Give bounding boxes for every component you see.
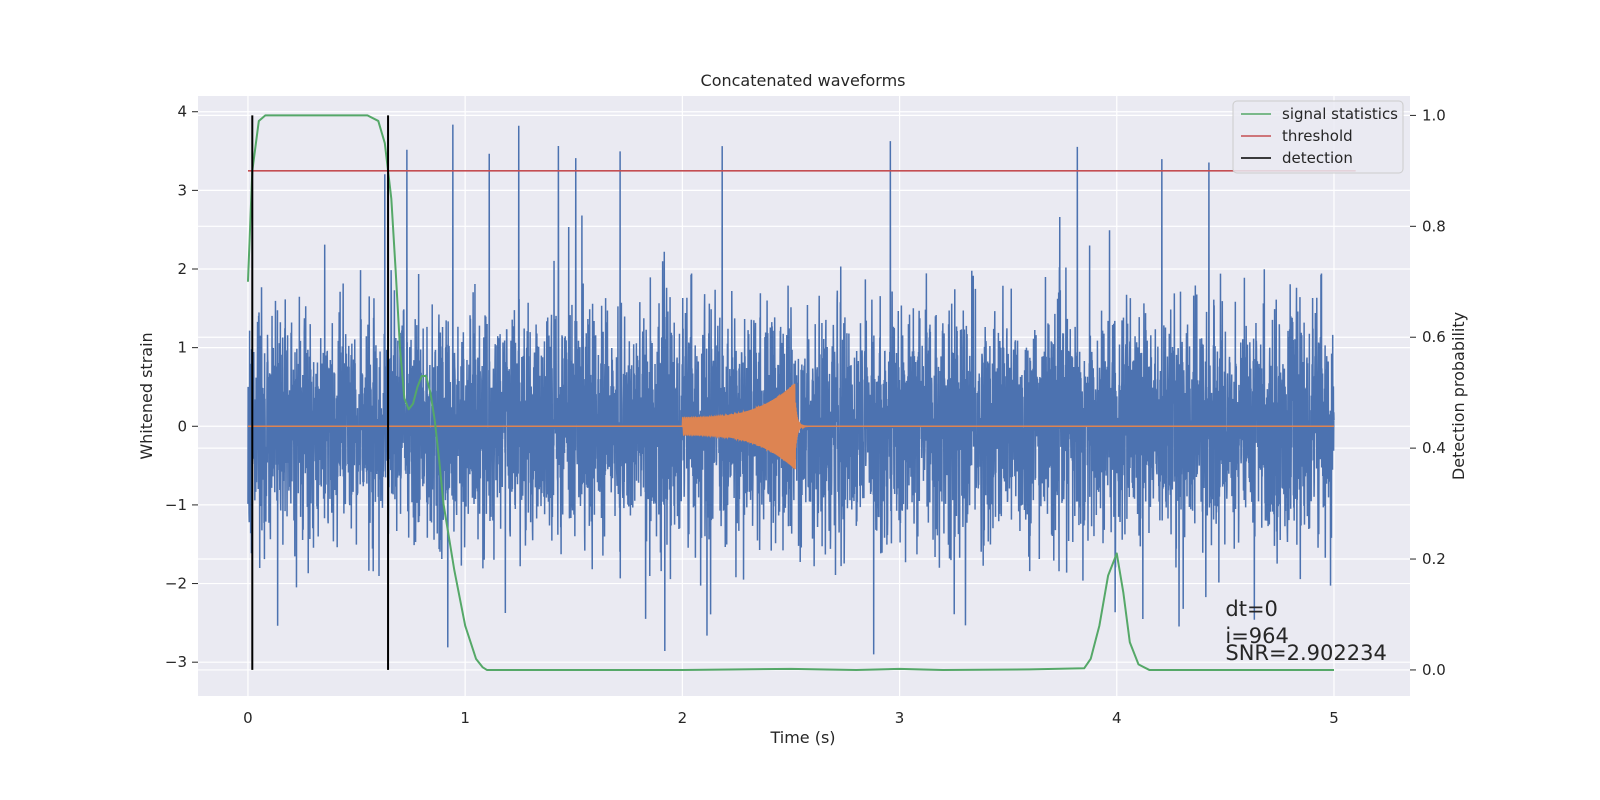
legend-label-detection: detection [1282, 149, 1353, 167]
y-tick-label: 2 [177, 260, 187, 278]
x-tick-label: 1 [460, 709, 470, 727]
annotation-dt: dt=0 [1225, 597, 1278, 621]
x-axis-label: Time (s) [769, 728, 835, 747]
y-tick-label: 3 [177, 181, 187, 199]
y-tick-label: −2 [165, 575, 187, 593]
chart-title: Concatenated waveforms [701, 71, 906, 90]
y2-tick-label: 0.8 [1422, 217, 1446, 235]
legend-label-signal-statistics: signal statistics [1282, 105, 1398, 123]
y2-tick-label: 0.0 [1422, 661, 1446, 679]
legend: signal statistics threshold detection [1232, 100, 1404, 174]
annotation-snr: SNR=2.902234 [1225, 641, 1386, 665]
legend-frame [1232, 100, 1404, 174]
x-tick-label: 2 [678, 709, 688, 727]
y-tick-label: −3 [165, 653, 187, 671]
axes: 0 1 2 3 4 5 −3 −2 −1 0 1 2 3 4 0.0 0.2 0.4 0.6 0.8 1.0 [165, 103, 1446, 727]
series-injected-waveform [247, 383, 1334, 470]
y-tick-label: 4 [177, 103, 187, 121]
y2-tick-label: 0.4 [1422, 439, 1446, 457]
y2-tick-label: 0.2 [1422, 550, 1446, 568]
y2-tick-label: 0.6 [1422, 328, 1446, 346]
legend-label-threshold: threshold [1282, 127, 1353, 145]
series-layer [246, 114, 1356, 671]
y-tick-label: 1 [177, 339, 187, 357]
annotation-index: i=964 [1225, 624, 1289, 648]
y2-tick-label: 1.0 [1422, 106, 1446, 124]
y-tick-label: −1 [165, 496, 187, 514]
y2-axis-label: Detection probability [1449, 312, 1468, 480]
x-tick-label: 5 [1329, 709, 1339, 727]
stats-annotation: dt=0 i=964 SNR=2.902234 [1225, 597, 1386, 665]
y-tick-label: 0 [177, 417, 187, 435]
series-signal-statistics [246, 114, 1334, 671]
series-whitened-strain [247, 124, 1335, 655]
x-tick-label: 0 [243, 709, 253, 727]
x-tick-label: 4 [1112, 709, 1122, 727]
y-axis-label: Whitened strain [137, 332, 156, 459]
x-tick-label: 3 [895, 709, 905, 727]
